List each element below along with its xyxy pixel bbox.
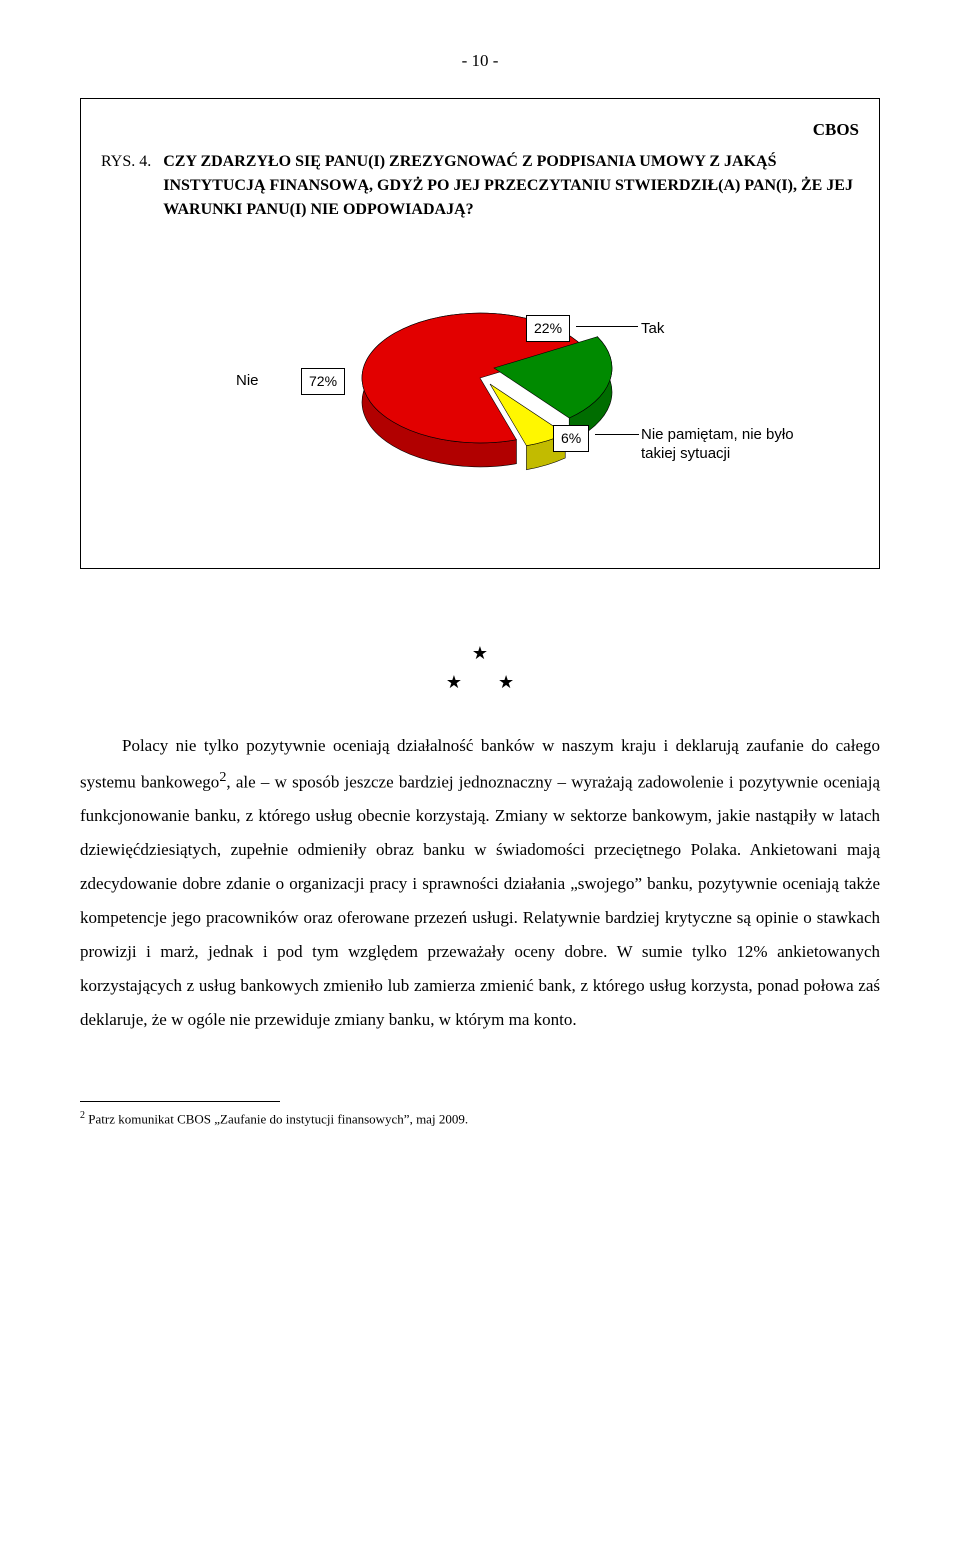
question-row: RYS. 4. CZY ZDARZYŁO SIĘ PANU(I) ZREZYGN… (101, 150, 859, 222)
rys-question: CZY ZDARZYŁO SIĘ PANU(I) ZREZYGNOWAĆ Z P… (163, 150, 859, 222)
footnote-text: Patrz komunikat CBOS „Zaufanie do instyt… (85, 1112, 468, 1127)
footnote-rule (80, 1101, 280, 1102)
pie-label-niepam: Nie pamiętam, nie było takiej sytuacji (641, 426, 821, 464)
pct-box-nie: 72% (301, 368, 345, 395)
stars-separator: ★★ ★ (80, 639, 880, 697)
pie-chart: Nie Tak Nie pamiętam, nie było takiej sy… (101, 240, 859, 540)
pie-svg (340, 238, 620, 518)
leader-line (595, 434, 639, 435)
pct-box-tak: 22% (526, 315, 570, 342)
footnote: 2 Patrz komunikat CBOS „Zaufanie do inst… (80, 1108, 880, 1129)
body-paragraph: Polacy nie tylko pozytywnie oceniają dzi… (80, 729, 880, 1038)
leader-line (576, 326, 638, 327)
chart-frame: CBOS RYS. 4. CZY ZDARZYŁO SIĘ PANU(I) ZR… (80, 98, 880, 570)
para-after: , ale – w sposób jeszcze bardziej jednoz… (80, 772, 880, 1029)
page-number: - 10 - (80, 48, 880, 74)
pie-label-tak: Tak (641, 318, 664, 341)
pie-label-nie: Nie (236, 370, 259, 393)
rys-number: RYS. 4. (101, 150, 163, 174)
cbos-label: CBOS (101, 117, 859, 143)
pct-box-niepam: 6% (553, 425, 589, 452)
